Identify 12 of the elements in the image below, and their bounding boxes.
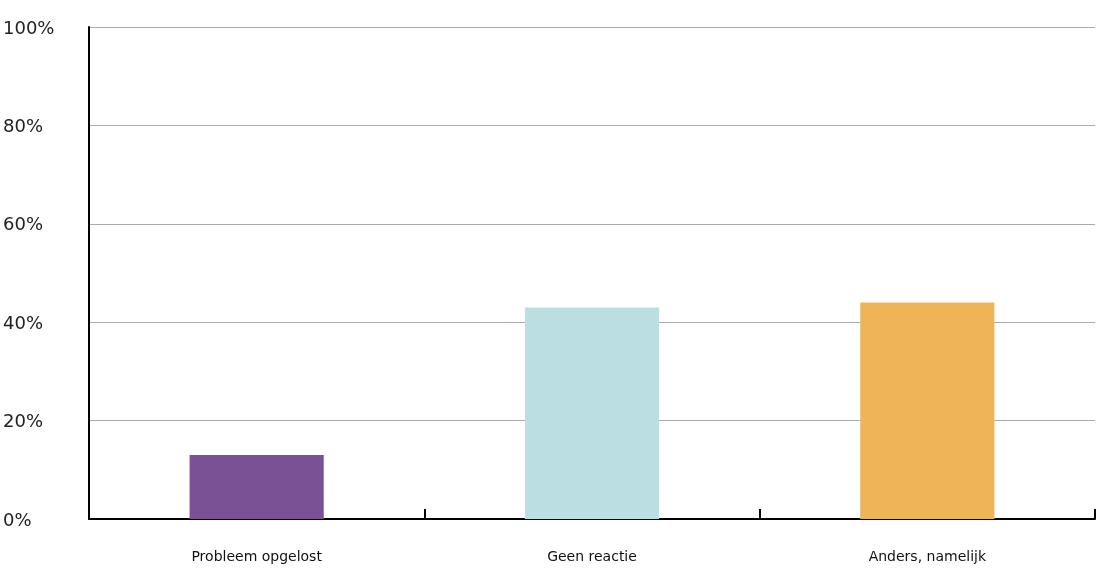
y-tick-label: 80%: [3, 114, 44, 136]
y-tick-label: 100%: [3, 16, 55, 38]
x-tick-label: Probleem opgelost: [191, 548, 323, 564]
x-tick-label: Anders, namelijk: [868, 548, 987, 564]
y-tick-label: 20%: [3, 410, 44, 432]
y-tick-label: 0%: [3, 508, 32, 530]
bar: [860, 302, 995, 519]
y-tick-label: 60%: [3, 213, 44, 235]
bar: [524, 307, 660, 519]
bar: [189, 455, 324, 519]
x-tick-label: Geen reactie: [547, 548, 637, 564]
y-tick-label: 40%: [3, 311, 44, 333]
